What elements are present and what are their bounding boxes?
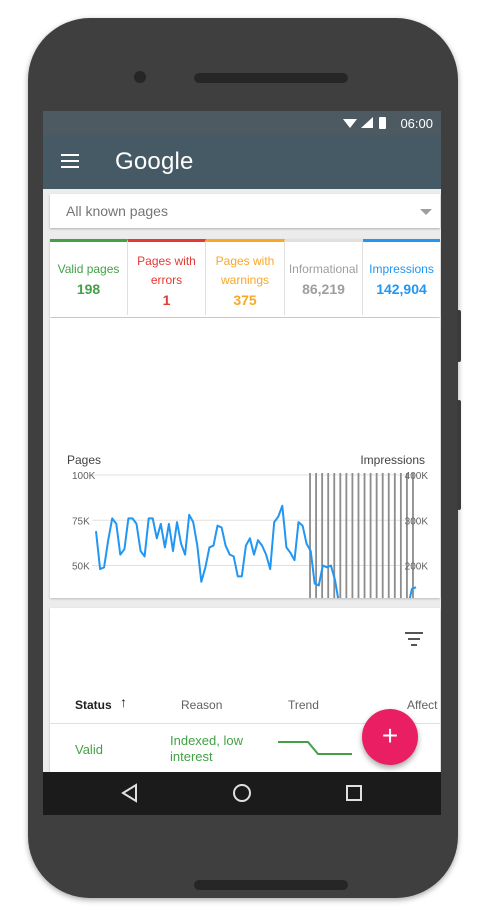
column-reason[interactable]: Reason xyxy=(181,698,223,712)
row-reason-line: interest xyxy=(170,749,213,764)
chart-card: PagesImpressions100K75K50K25K400K300K200… xyxy=(50,318,440,598)
app-title: Google xyxy=(115,148,194,175)
y-tick-right: 200K xyxy=(405,562,429,573)
impressions-bar xyxy=(333,473,336,598)
y-tick-left: 75K xyxy=(72,516,90,527)
metric-label: Pages with errors xyxy=(137,254,196,287)
metric-value: 1 xyxy=(162,292,171,308)
y-axis-left-label: Pages xyxy=(67,453,101,467)
metric-label: Impressions xyxy=(369,262,434,276)
trend-sparkline xyxy=(278,741,352,755)
android-nav-bar xyxy=(43,772,441,815)
metric-value: 86,219 xyxy=(302,281,345,297)
impressions-bar xyxy=(412,473,414,598)
menu-icon[interactable] xyxy=(61,154,79,168)
impressions-bar xyxy=(375,473,378,598)
y-tick-right: 300K xyxy=(405,516,429,527)
impressions-bar xyxy=(387,473,390,598)
add-fab-button[interactable]: + xyxy=(362,709,418,765)
impressions-bar xyxy=(399,473,402,598)
metrics-card: Valid pages 198 Pages with errors 1 Page… xyxy=(50,239,440,317)
chevron-down-icon xyxy=(420,209,432,215)
impressions-bar xyxy=(327,473,330,598)
wifi-icon xyxy=(343,119,357,128)
camera xyxy=(134,71,146,83)
impressions-bar xyxy=(339,473,342,598)
impressions-bar xyxy=(345,473,348,598)
metric-value: 198 xyxy=(76,281,101,297)
recents-icon xyxy=(346,785,362,801)
pages-line xyxy=(95,504,417,598)
metric-informational[interactable]: Informational 86,219 xyxy=(285,239,363,315)
nav-icons xyxy=(121,783,362,803)
metric-value: 142,904 xyxy=(376,281,427,297)
speaker-bottom xyxy=(194,880,348,890)
impressions-bar xyxy=(381,473,384,598)
column-trend[interactable]: Trend xyxy=(288,698,319,712)
impressions-bar xyxy=(321,473,324,598)
app-bar: Google xyxy=(43,135,441,189)
back-icon xyxy=(121,783,137,803)
divider xyxy=(50,723,440,724)
signal-battery-icons xyxy=(343,117,386,129)
y-tick-left: 50K xyxy=(72,562,90,573)
side-button-bottom xyxy=(457,400,461,510)
metric-label: Pages with warnings xyxy=(215,254,275,287)
cellular-signal-icon xyxy=(361,117,373,128)
column-status[interactable]: Status xyxy=(75,698,112,712)
impressions-bar xyxy=(351,473,354,598)
metric-errors[interactable]: Pages with errors 1 xyxy=(128,239,206,315)
page-filter-dropdown[interactable]: All known pages xyxy=(50,194,440,228)
sort-arrow-up-icon[interactable]: ↑ xyxy=(120,694,127,710)
metric-impressions[interactable]: Impressions 142,904 xyxy=(363,239,440,315)
battery-icon xyxy=(379,117,386,129)
row-reason-line: Indexed, low xyxy=(170,733,243,748)
y-tick-left: 100K xyxy=(72,471,96,482)
row-status[interactable]: Valid xyxy=(75,742,103,757)
metric-label: Informational xyxy=(288,262,359,276)
pages-impressions-chart: PagesImpressions100K75K50K25K400K300K200… xyxy=(67,453,429,598)
impressions-bar xyxy=(315,473,317,598)
metric-label: Valid pages xyxy=(57,262,120,276)
impressions-bar xyxy=(393,473,396,598)
metric-value: 375 xyxy=(233,292,257,308)
impressions-bar xyxy=(369,473,372,598)
impressions-bar xyxy=(357,473,360,598)
impressions-bar xyxy=(363,473,366,598)
filter-icon[interactable] xyxy=(405,632,423,646)
side-button-top xyxy=(457,310,461,362)
screen: 06:00 Google All known pages Valid pages… xyxy=(43,111,441,815)
row-reason[interactable]: Indexed, low interest xyxy=(170,733,260,765)
y-axis-right-label: Impressions xyxy=(360,453,425,467)
metric-warnings[interactable]: Pages with warnings 375 xyxy=(206,239,285,315)
y-tick-right: 400K xyxy=(405,471,429,482)
page-filter-selected: All known pages xyxy=(66,203,168,219)
status-time: 06:00 xyxy=(400,116,433,131)
impressions-bar xyxy=(406,473,408,598)
status-bar: 06:00 xyxy=(43,111,441,135)
home-icon xyxy=(233,784,251,802)
metric-valid-pages[interactable]: Valid pages 198 xyxy=(50,239,128,315)
speaker-top xyxy=(194,73,348,83)
impressions-bar xyxy=(309,473,311,598)
column-affected[interactable]: Affect xyxy=(407,698,438,712)
